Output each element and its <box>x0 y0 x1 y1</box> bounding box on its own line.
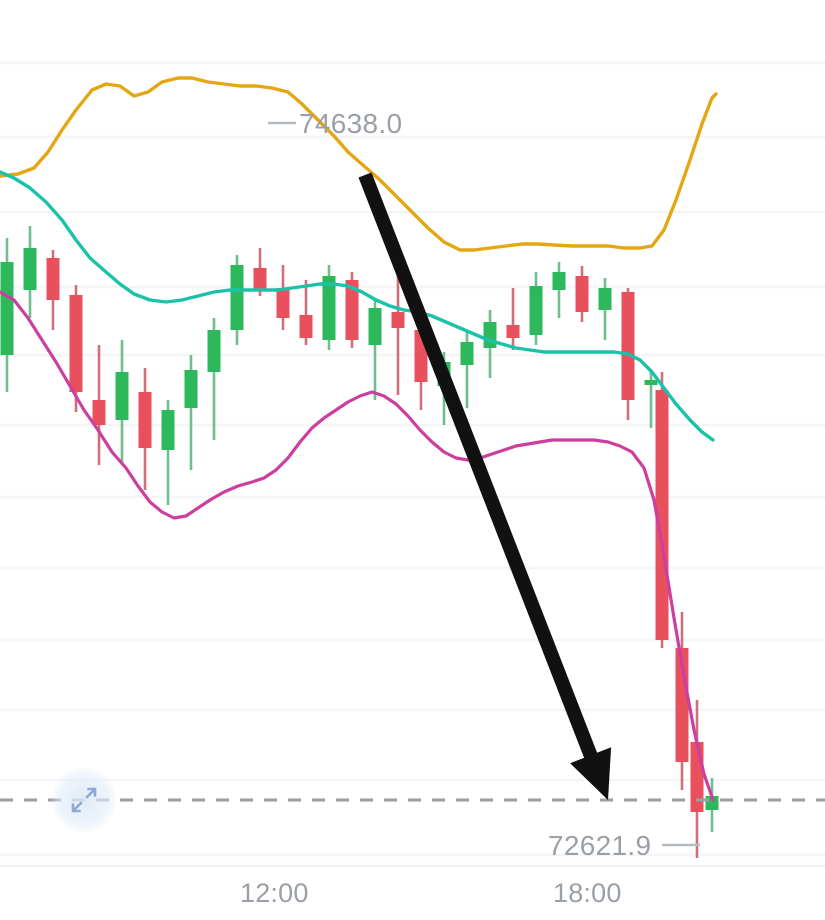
candle-body <box>368 308 382 345</box>
candle-body <box>529 286 543 335</box>
candlestick <box>92 345 106 465</box>
candlestick <box>322 265 336 350</box>
ma-line-magenta <box>0 290 715 802</box>
candle-body <box>575 276 589 312</box>
candlestick <box>655 372 669 648</box>
candlestick-series <box>0 226 719 858</box>
candle-body <box>0 262 14 355</box>
candlestick <box>506 288 520 350</box>
candle-body <box>207 330 221 372</box>
candlestick <box>276 265 290 330</box>
candlestick <box>207 318 221 440</box>
candlestick <box>368 298 382 400</box>
candle-body <box>253 268 267 290</box>
candlestick <box>184 355 198 470</box>
candle-body <box>598 288 612 310</box>
annotation-arrow <box>358 172 612 800</box>
candle-body <box>621 292 635 400</box>
candlestick <box>23 226 37 318</box>
annotation-arrow-shaft <box>358 172 600 764</box>
ma-line-teal <box>0 170 715 442</box>
candle-body <box>552 272 566 290</box>
candlestick <box>253 248 267 296</box>
candlestick <box>138 368 152 490</box>
candlestick <box>69 285 83 412</box>
candle-body <box>184 370 198 408</box>
candlestick <box>575 266 589 322</box>
candlestick <box>391 275 405 395</box>
candle-body <box>92 400 106 425</box>
candlestick <box>115 340 129 465</box>
candle-body <box>655 390 669 640</box>
candle-body <box>230 265 244 330</box>
x-axis-time-label-1200: 12:00 <box>240 878 309 908</box>
candlestick <box>0 238 14 392</box>
candlestick <box>345 272 359 348</box>
candlestick <box>161 400 175 505</box>
x-axis-time-label-1800: 18:00 <box>553 878 622 908</box>
candlestick <box>460 332 474 408</box>
last-price-label: 72621.9 <box>548 830 652 861</box>
candle-body <box>644 380 658 385</box>
candle-body <box>345 280 359 340</box>
annotation-arrow-head <box>570 747 612 800</box>
candle-body <box>161 410 175 450</box>
candle-body <box>138 392 152 448</box>
high-price-label: 74638.0 <box>299 108 403 139</box>
candlestick <box>46 250 60 330</box>
candle-body <box>322 276 336 340</box>
candle-body <box>46 258 60 300</box>
candle-body <box>276 288 290 318</box>
expand-chart-button[interactable] <box>52 768 116 832</box>
candle-body <box>299 315 313 338</box>
candlestick <box>644 372 658 428</box>
candlestick <box>230 255 244 345</box>
candle-body <box>483 322 497 348</box>
candle-body <box>115 372 129 420</box>
candle-body <box>23 248 37 290</box>
candlestick <box>529 272 543 345</box>
candle-body <box>391 312 405 328</box>
candle-body <box>506 325 520 338</box>
candlestick <box>598 278 612 340</box>
candlestick <box>299 280 313 345</box>
candle-body <box>460 342 474 365</box>
expand-arrows-icon <box>67 783 101 817</box>
candlestick <box>552 262 566 318</box>
ma-line-orange <box>0 76 718 252</box>
candle-body <box>69 295 83 392</box>
